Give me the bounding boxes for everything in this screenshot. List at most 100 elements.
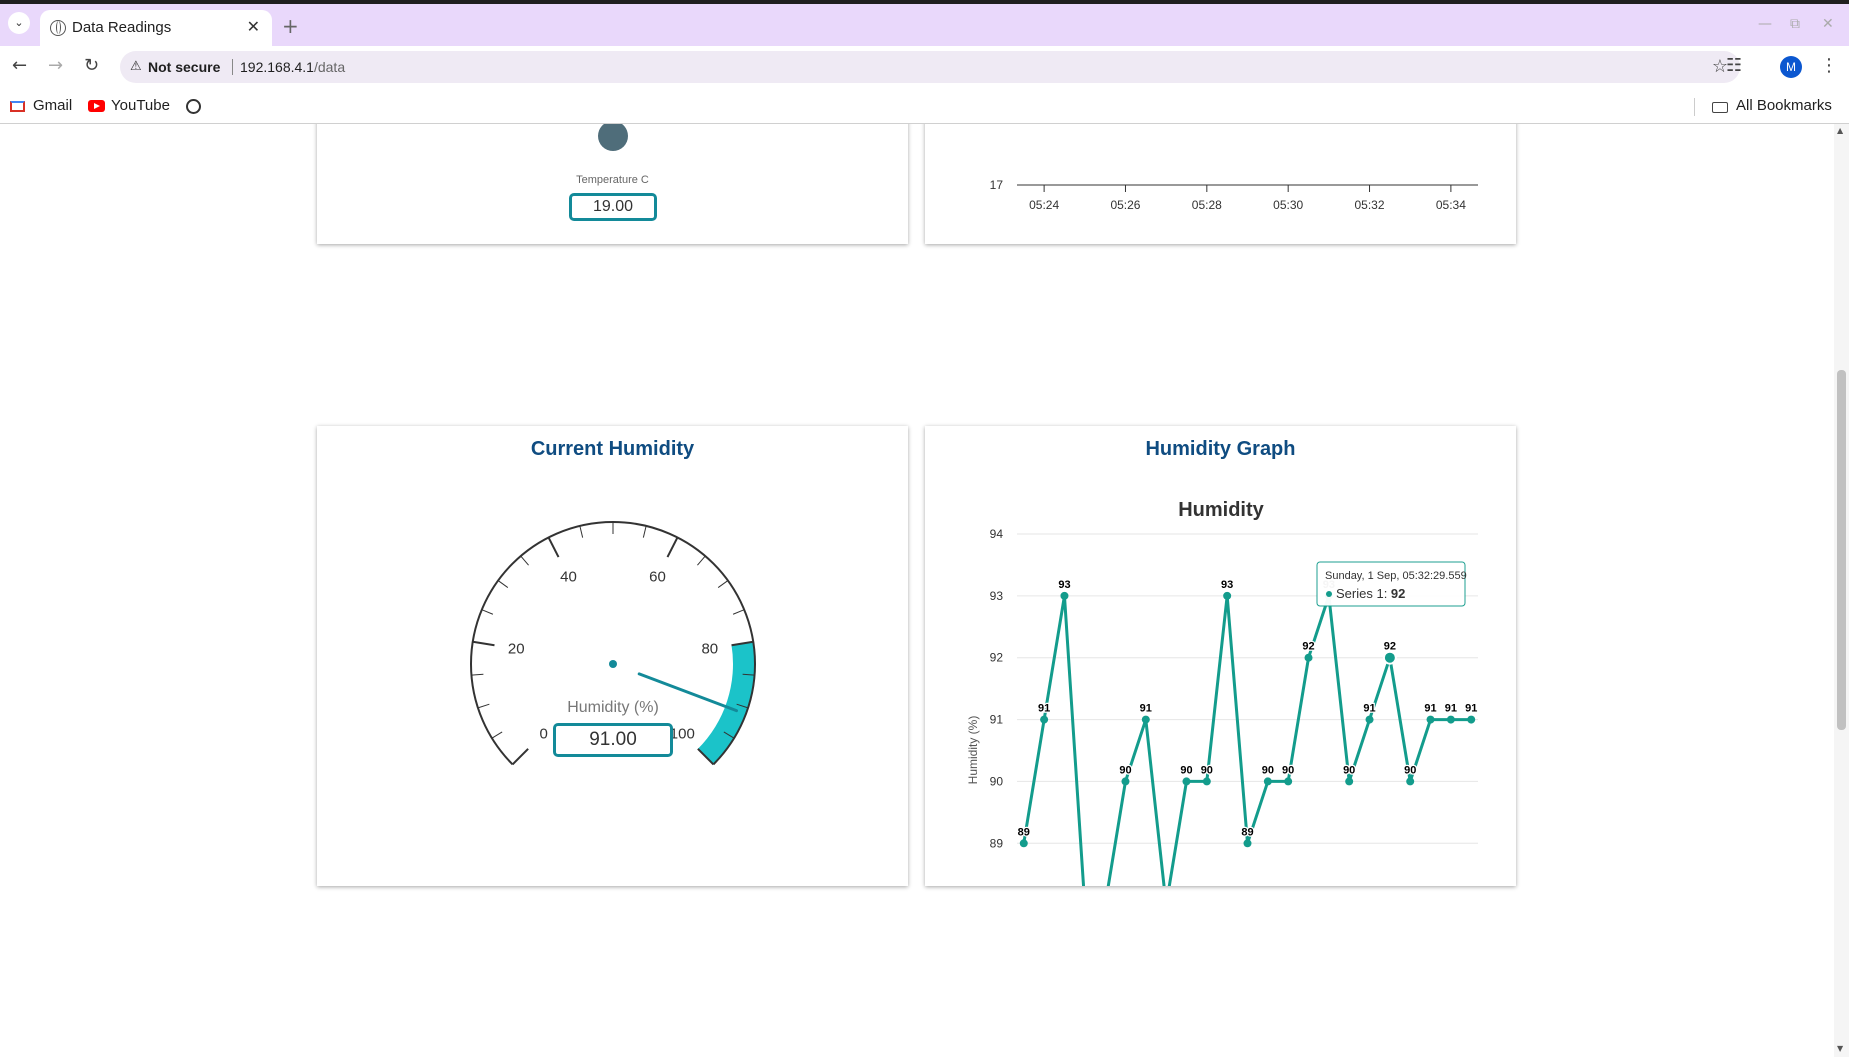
gmail-icon bbox=[10, 101, 25, 112]
globe-bookmark-icon[interactable] bbox=[186, 99, 201, 114]
globe-icon bbox=[50, 20, 66, 36]
gauge-scale-label: 100 bbox=[670, 725, 695, 742]
warning-icon: ⚠ bbox=[130, 59, 142, 74]
folder-icon bbox=[1712, 102, 1728, 113]
gauge-minor-tick bbox=[520, 555, 529, 566]
gauge-scale-label: 20 bbox=[508, 641, 525, 658]
y-tick-label: 91 bbox=[990, 713, 1004, 727]
x-tick-label: 05:28 bbox=[1192, 198, 1222, 212]
data-point bbox=[1223, 591, 1232, 600]
tooltip-series-dot bbox=[1326, 591, 1332, 597]
data-label: 93 bbox=[1221, 579, 1233, 591]
gauge-minor-tick bbox=[736, 703, 749, 709]
humidity-graph-title: Humidity Graph bbox=[1145, 438, 1296, 460]
y-tick-label: 89 bbox=[990, 836, 1004, 850]
data-point bbox=[1141, 715, 1150, 724]
gauge-minor-tick bbox=[579, 525, 584, 538]
gauge-minor-tick bbox=[497, 580, 509, 588]
new-tab-icon[interactable]: + bbox=[282, 14, 299, 38]
temperature-gauge-card: Temperature C 19.00 bbox=[317, 124, 908, 244]
data-point bbox=[1202, 777, 1211, 786]
menu-icon[interactable]: ⋮ bbox=[1820, 55, 1838, 76]
temperature-gauge-label: Temperature C bbox=[576, 174, 649, 186]
reload-icon[interactable]: ↻ bbox=[84, 55, 100, 76]
forward-icon[interactable]: → bbox=[48, 55, 64, 76]
page-scrollbar[interactable]: ▲ ▼ bbox=[1834, 124, 1849, 1057]
tab-data-readings[interactable]: Data Readings ✕ bbox=[40, 10, 272, 46]
data-label: 91 bbox=[1424, 703, 1436, 715]
gauge-unit-label: Humidity (%) bbox=[567, 699, 659, 716]
gauge-scale-label: 0 bbox=[540, 725, 548, 742]
data-label: 92 bbox=[1302, 641, 1314, 653]
gauge-scale-label: 60 bbox=[649, 569, 666, 586]
gauge-minor-tick bbox=[481, 609, 494, 615]
gauge-minor-tick bbox=[477, 703, 490, 709]
data-point bbox=[1304, 653, 1313, 662]
tooltip-box bbox=[1316, 561, 1466, 607]
data-label: 91 bbox=[1363, 703, 1375, 715]
security-label[interactable]: Not secure bbox=[148, 59, 221, 75]
close-tab-icon[interactable]: ✕ bbox=[246, 17, 260, 36]
youtube-icon bbox=[88, 100, 105, 112]
bookmarks-divider bbox=[1694, 98, 1695, 116]
gauge-major-tick bbox=[472, 640, 495, 647]
minimize-icon[interactable]: — bbox=[1758, 16, 1772, 32]
data-label: 93 bbox=[1058, 579, 1070, 591]
extensions-icon[interactable]: ☷ bbox=[1726, 55, 1743, 76]
address-bar[interactable]: ⚠ Not secure 192.168.4.1/data ☆ bbox=[120, 51, 1740, 83]
gauge-minor-tick bbox=[742, 673, 755, 676]
maximize-icon[interactable]: ⧉ bbox=[1790, 16, 1800, 32]
bookmark-star-icon[interactable]: ☆ bbox=[1711, 56, 1728, 77]
x-tick-label: 05:30 bbox=[1273, 198, 1303, 212]
scroll-thumb[interactable] bbox=[1837, 370, 1846, 730]
profile-avatar[interactable]: M bbox=[1780, 56, 1802, 78]
scroll-up-icon[interactable]: ▲ bbox=[1837, 126, 1844, 135]
gauge-minor-tick bbox=[723, 731, 735, 739]
data-point bbox=[1446, 715, 1455, 724]
close-window-icon[interactable]: ✕ bbox=[1822, 16, 1834, 32]
data-point bbox=[1243, 839, 1252, 848]
omnibox-divider bbox=[232, 59, 233, 75]
temperature-graph-axis: 17 05:24 05:26 05:28 05:30 05:32 05:34 bbox=[990, 178, 1478, 212]
data-label: 89 bbox=[1018, 826, 1030, 838]
all-bookmarks[interactable]: All Bookmarks bbox=[1736, 97, 1832, 114]
temperature-value: 19.00 bbox=[569, 193, 657, 221]
back-icon[interactable]: ← bbox=[12, 55, 28, 76]
data-label: 89 bbox=[1241, 826, 1253, 838]
tab-strip: ⌄ Data Readings ✕ + — ⧉ ✕ bbox=[0, 4, 1849, 46]
data-point bbox=[1182, 777, 1191, 786]
data-point bbox=[1382, 650, 1397, 665]
data-label: 90 bbox=[1201, 764, 1213, 776]
y-tick-label: 92 bbox=[990, 651, 1004, 665]
y-tick-label: 94 bbox=[990, 527, 1004, 541]
humidity-gauge-title: Current Humidity bbox=[530, 438, 695, 460]
data-point bbox=[1263, 777, 1272, 786]
bookmarks-bar: Gmail YouTube All Bookmarks bbox=[0, 88, 1849, 124]
gauge-minor-tick bbox=[642, 525, 647, 538]
bookmark-youtube[interactable]: YouTube bbox=[111, 97, 170, 114]
data-label: 91 bbox=[1465, 703, 1477, 715]
tooltip-series: Series 1: 92 bbox=[1336, 586, 1405, 601]
url-text[interactable]: 192.168.4.1/data bbox=[240, 59, 346, 75]
window-top-edge bbox=[0, 0, 1849, 4]
data-point bbox=[1365, 715, 1374, 724]
data-point bbox=[1406, 777, 1415, 786]
gauge-minor-tick bbox=[471, 673, 484, 676]
bookmark-gmail[interactable]: Gmail bbox=[33, 97, 73, 114]
data-label: 91 bbox=[1140, 703, 1152, 715]
humidity-value: 91.00 bbox=[553, 723, 673, 757]
data-point bbox=[1040, 715, 1049, 724]
humidity-line-chart: Humidity878889909192939405:2405:2605:280… bbox=[966, 499, 1479, 886]
y-tick-label: 17 bbox=[990, 178, 1004, 192]
browser-toolbar: ← → ↻ ⚠ Not secure 192.168.4.1/data ☆ ☷ … bbox=[0, 46, 1849, 88]
data-label: 90 bbox=[1262, 764, 1274, 776]
gauge-minor-tick bbox=[491, 731, 503, 739]
y-tick-label: 90 bbox=[990, 774, 1004, 788]
scroll-down-icon[interactable]: ▼ bbox=[1837, 1044, 1844, 1053]
gauge-needle bbox=[637, 672, 738, 713]
tab-search-icon[interactable]: ⌄ bbox=[8, 12, 30, 34]
chart-title: Humidity bbox=[1178, 499, 1264, 521]
gauge-scale-label: 40 bbox=[560, 569, 577, 586]
data-label: 90 bbox=[1119, 764, 1131, 776]
data-point bbox=[1426, 715, 1435, 724]
